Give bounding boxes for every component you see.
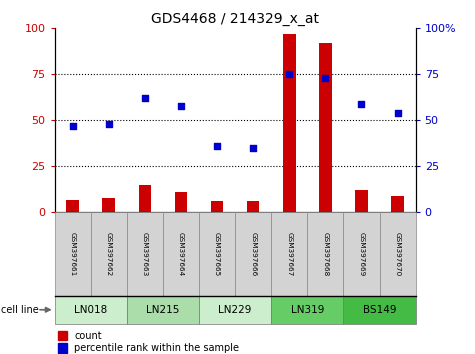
- Text: percentile rank within the sample: percentile rank within the sample: [75, 343, 239, 353]
- Point: [285, 72, 293, 77]
- Bar: [163, 212, 199, 296]
- Bar: [139, 185, 151, 212]
- Text: GSM397669: GSM397669: [359, 232, 364, 276]
- Bar: [271, 296, 343, 324]
- Text: GSM397663: GSM397663: [142, 232, 148, 276]
- Bar: [58, 331, 67, 341]
- Text: GSM397668: GSM397668: [323, 232, 328, 276]
- Point: [213, 143, 221, 149]
- Text: count: count: [75, 331, 102, 341]
- Bar: [343, 296, 416, 324]
- Text: GSM397665: GSM397665: [214, 232, 220, 276]
- Text: LN018: LN018: [74, 305, 107, 315]
- Bar: [199, 296, 271, 324]
- Bar: [55, 212, 91, 296]
- Text: LN229: LN229: [218, 305, 252, 315]
- Bar: [319, 43, 332, 212]
- Bar: [343, 212, 380, 296]
- Bar: [91, 212, 127, 296]
- Bar: [127, 212, 163, 296]
- Point: [358, 101, 365, 107]
- Bar: [66, 200, 79, 212]
- Text: GSM397661: GSM397661: [70, 232, 76, 276]
- Bar: [247, 201, 259, 212]
- Text: GSM397667: GSM397667: [286, 232, 292, 276]
- Bar: [355, 190, 368, 212]
- Text: cell line: cell line: [1, 305, 39, 315]
- Title: GDS4468 / 214329_x_at: GDS4468 / 214329_x_at: [151, 12, 319, 26]
- Text: LN319: LN319: [291, 305, 324, 315]
- Bar: [307, 212, 343, 296]
- Bar: [283, 34, 295, 212]
- Bar: [391, 196, 404, 212]
- Text: GSM397662: GSM397662: [106, 232, 112, 276]
- Point: [177, 103, 185, 108]
- Text: GSM397664: GSM397664: [178, 232, 184, 276]
- Bar: [58, 343, 67, 353]
- Bar: [175, 192, 187, 212]
- Point: [249, 145, 257, 151]
- Point: [105, 121, 113, 127]
- Text: BS149: BS149: [363, 305, 396, 315]
- Bar: [271, 212, 307, 296]
- Bar: [380, 212, 416, 296]
- Bar: [127, 296, 199, 324]
- Point: [69, 123, 76, 129]
- Text: GSM397670: GSM397670: [395, 232, 400, 276]
- Point: [141, 96, 149, 101]
- Bar: [103, 198, 115, 212]
- Text: GSM397666: GSM397666: [250, 232, 256, 276]
- Bar: [199, 212, 235, 296]
- Point: [322, 75, 329, 81]
- Bar: [235, 212, 271, 296]
- Bar: [211, 201, 223, 212]
- Text: LN215: LN215: [146, 305, 180, 315]
- Point: [394, 110, 401, 116]
- Bar: [55, 296, 127, 324]
